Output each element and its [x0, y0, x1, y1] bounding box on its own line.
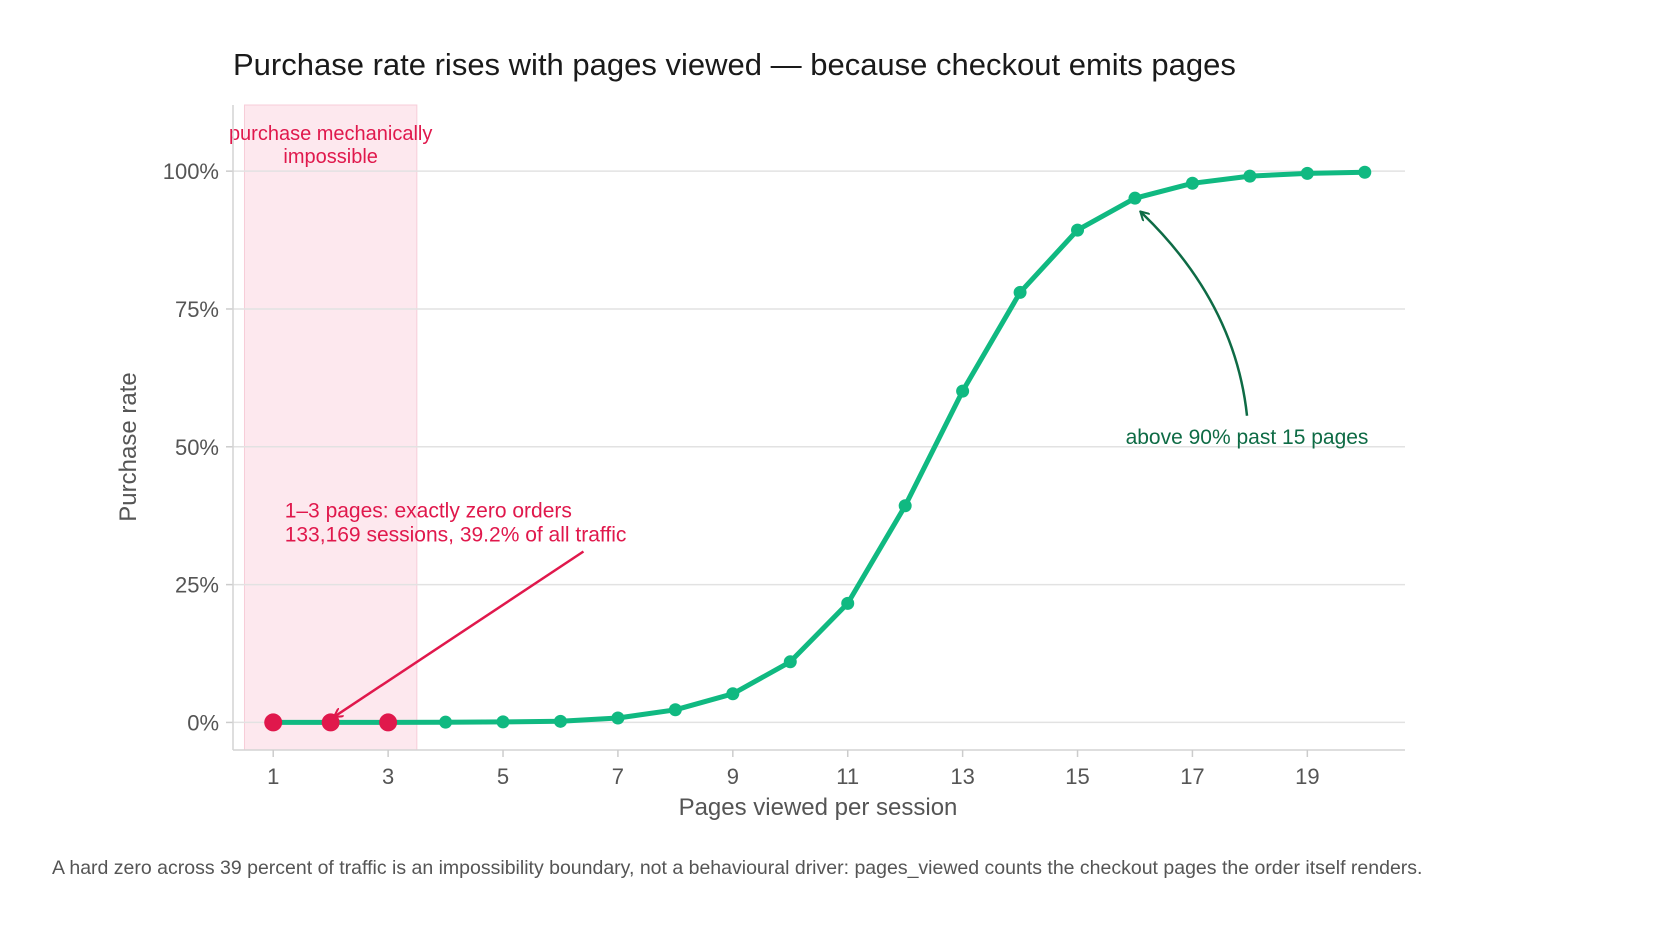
data-point	[1358, 165, 1372, 179]
x-tick-label: 11	[836, 764, 859, 789]
x-tick-label: 7	[612, 764, 624, 789]
data-point	[1128, 191, 1142, 205]
y-tick-label: 100%	[163, 159, 219, 184]
data-point	[611, 711, 625, 725]
impossible-zone-label-line2: impossible	[283, 146, 377, 168]
x-tick-label: 9	[727, 764, 739, 789]
data-point	[783, 655, 797, 669]
data-point	[553, 714, 567, 728]
y-tick-label: 50%	[175, 435, 219, 460]
x-axis-label: Pages viewed per session	[679, 794, 958, 821]
x-tick-label: 1	[267, 764, 279, 789]
data-point	[1185, 176, 1199, 190]
x-tick-label: 19	[1295, 764, 1319, 789]
y-axis-label: Purchase rate	[115, 372, 142, 521]
y-tick-label: 25%	[175, 573, 219, 598]
data-point	[1300, 166, 1314, 180]
annotation-zero-orders-line1: 1–3 pages: exactly zero orders	[285, 499, 572, 522]
data-point	[1013, 285, 1027, 299]
data-point	[841, 596, 855, 610]
impossible-data-point	[379, 713, 398, 732]
impossible-zone	[243, 104, 418, 751]
chart-title: Purchase rate rises with pages viewed — …	[233, 47, 1236, 82]
y-tick-label: 0%	[187, 710, 219, 735]
impossible-zone-label-line1: purchase mechanically	[229, 123, 432, 145]
purchase-rate-line	[270, 169, 1368, 725]
data-point	[1071, 223, 1085, 237]
x-tick-label: 5	[497, 764, 509, 789]
data-point	[956, 384, 970, 398]
data-point	[668, 703, 682, 717]
x-tick-label: 15	[1065, 764, 1089, 789]
data-point	[496, 715, 510, 729]
x-tick-label: 17	[1180, 764, 1204, 789]
annotation-above-90-text: above 90% past 15 pages	[1126, 426, 1369, 449]
x-tick-label: 3	[382, 764, 394, 789]
annotation-zero-orders-arrow	[335, 550, 585, 716]
chart-caption: A hard zero across 39 percent of traffic…	[52, 857, 1422, 879]
annotation-above-90-arrow	[1141, 212, 1249, 416]
data-point	[898, 499, 912, 513]
annotation-zero-orders-line2: 133,169 sessions, 39.2% of all traffic	[285, 523, 627, 546]
data-point	[439, 715, 453, 729]
data-point	[726, 687, 740, 701]
y-tick-label: 75%	[175, 297, 219, 322]
data-point	[1243, 169, 1257, 183]
impossible-data-point	[264, 713, 283, 732]
x-tick-label: 13	[950, 764, 974, 789]
